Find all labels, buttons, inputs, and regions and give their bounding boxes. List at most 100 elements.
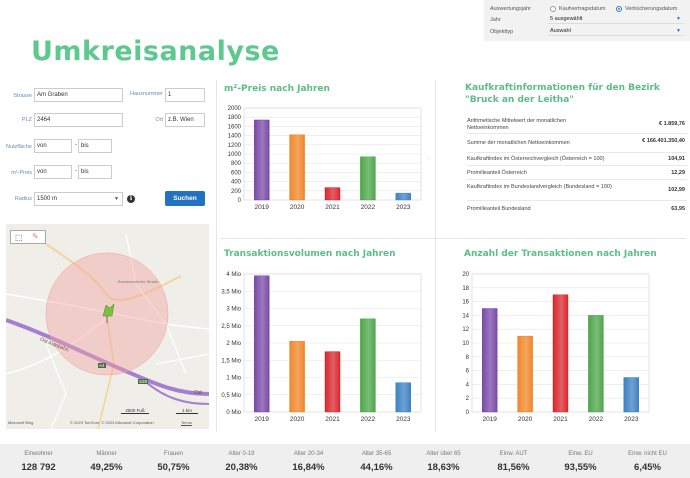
kaufkraft-value: € 1.859,76 [659,121,685,127]
info-icon[interactable]: i [127,195,135,203]
radio-verbuecherungsdatum[interactable] [616,6,622,12]
strasse-input[interactable]: Am Graben [34,88,123,102]
y-tick-label: 6 [466,369,470,375]
kaufkraft-label: Kaufkraftindex im Bundeslandvergleich (B… [467,184,612,190]
jahr-label: Jahr [490,17,501,23]
stat-value: 6,45% [634,462,661,473]
x-tick-label: 2020 [290,416,305,423]
kaufkraft-label: Promilleanteil Bundesland [467,206,531,212]
stat-value: 20,38% [225,462,258,473]
m2preis-bis-input[interactable]: bis [78,165,112,179]
map-label-a4: A4 [98,363,106,368]
radius-label: Radius [14,196,32,202]
y-tick-label: 10 [462,341,469,347]
map-label-s28: S28 [138,379,149,384]
stat-value: 50,75% [157,462,190,473]
x-tick-label: 2023 [396,204,411,211]
radio-kaufvertragsdatum[interactable] [550,6,556,12]
jahr-select[interactable]: 5 ausgewählt ▼ [548,15,683,24]
bar-2019[interactable] [254,275,270,413]
y-tick-label: 800 [231,161,242,167]
select-area-icon[interactable]: ⬚ [15,233,23,242]
kaufkraft-row: Kaufkraftindex im Bundeslandvergleich (B… [467,181,687,201]
y-tick-label: 4 Mio [226,272,241,278]
y-tick-label: 1,5 Mio [221,358,241,364]
m2preis-von-input[interactable]: von [34,165,72,179]
bar-2020[interactable] [289,134,305,201]
stat-value: 49,25% [90,462,123,473]
objekttyp-select[interactable]: Auswahl ▼ [548,27,683,36]
x-tick-label: 2022 [361,204,376,211]
map-view[interactable]: ⬚ ✎ Ost Autobahn A4 S28 Ost Bruckneudorf… [6,224,209,429]
chevron-down-icon: ▼ [676,16,681,22]
stat-value: 44,16% [360,462,393,473]
bar-2022[interactable] [360,318,376,413]
stat-value: 18,63% [427,462,460,473]
y-tick-label: 0,5 Mio [221,393,241,399]
bar-2019[interactable] [254,119,270,201]
y-tick-label: 0 [238,198,242,204]
y-tick-label: 18 [462,286,469,292]
chevron-down-icon: ▼ [676,28,681,34]
bar-2021[interactable] [324,187,341,201]
bar-2022[interactable] [360,156,376,201]
nutzflaeche-label: Nutzfläche [6,144,32,150]
eraser-icon[interactable]: ✎ [32,232,39,241]
stat-label: Einw. EU [568,451,593,457]
divider [220,238,686,239]
bar-2023[interactable] [395,192,412,201]
kaufkraft-row: Summe der monatlichen Nettoeinkommen € 1… [467,137,687,153]
stat-value: 16,84% [292,462,325,473]
search-button[interactable]: Suchen [165,191,205,206]
nutzflaeche-bis-input[interactable]: bis [78,139,112,153]
y-tick-label: 1800 [228,115,242,121]
stat-label: Alter 35-65 [361,451,392,457]
bar-2021[interactable] [324,351,341,413]
map-canvas[interactable] [6,224,209,429]
bar-2022[interactable] [588,315,604,413]
radius-select[interactable]: 1500 m ▼ [34,192,123,206]
ort-input[interactable]: z.B. Wien [165,113,205,127]
map-draw-tools[interactable]: ⬚ ✎ [10,230,46,244]
divider [435,80,436,432]
transaktionsvolumen-chart: 0 Mio 0,5 Mio 1 Mio 1,5 Mio 2 Mio 2,5 Mio 3 Mi… [221,272,422,423]
auswertungsjahr-label: Auswertungsjahr [490,6,531,12]
map-scale-feet: 2500 Fuß [121,408,149,414]
stat-label: Einwohner [24,451,53,457]
x-tick-label: 2023 [396,416,411,423]
stat-value: 128 792 [21,462,56,473]
x-tick-label: 2021 [325,416,340,423]
bar-2023[interactable] [623,377,640,413]
separator-dot: · [428,157,430,163]
bar-2020[interactable] [289,341,305,413]
stat-label: Einw. nicht EU [628,451,667,457]
chevron-down-icon: ▼ [114,196,119,202]
stat-label: Einw. AUT [499,451,528,457]
volumen-title: Transaktionsvolumen nach Jahren [224,249,396,259]
stat-label: Alter 20-34 [293,451,324,457]
divider [216,80,217,432]
plz-input[interactable]: 2464 [34,113,123,127]
bar-2020[interactable] [517,335,533,413]
map-terms-link[interactable]: Terms [181,420,192,425]
nutzflaeche-von-input[interactable]: von [34,139,72,153]
m2-preis-chart: 0 200 400 600 800 1000 1200 1400 1600 1800 2000 201… [228,106,422,211]
stat-label: Frauen [163,451,183,457]
kaufkraft-label: Arithmetische Mittelwert der monatlichen… [467,118,567,131]
map-label-street: Bruckneudorfer Straße [118,279,159,284]
kaufkraft-row: Arithmetische Mittelwert der monatlichen… [467,116,687,134]
y-tick-label: 600 [231,170,242,176]
kaufkraft-value: 63,95 [671,206,685,212]
kaufkraft-value: 102,99 [668,187,685,193]
radio-verbuecherungsdatum-label: Verbücherungsdatum [625,6,678,12]
y-tick-label: 14 [462,313,469,319]
x-tick-label: 2019 [254,416,269,423]
hausnummer-input[interactable]: 1 [165,88,205,102]
y-tick-label: 12 [462,327,469,333]
strasse-label: Strasse [13,93,32,99]
bar-2021[interactable] [552,294,569,413]
kaufkraft-title: Kaufkraftinformationen für den Bezirk "B… [465,83,660,105]
bar-2019[interactable] [482,308,498,413]
y-tick-label: 4 [466,382,470,388]
bar-2023[interactable] [395,382,412,413]
